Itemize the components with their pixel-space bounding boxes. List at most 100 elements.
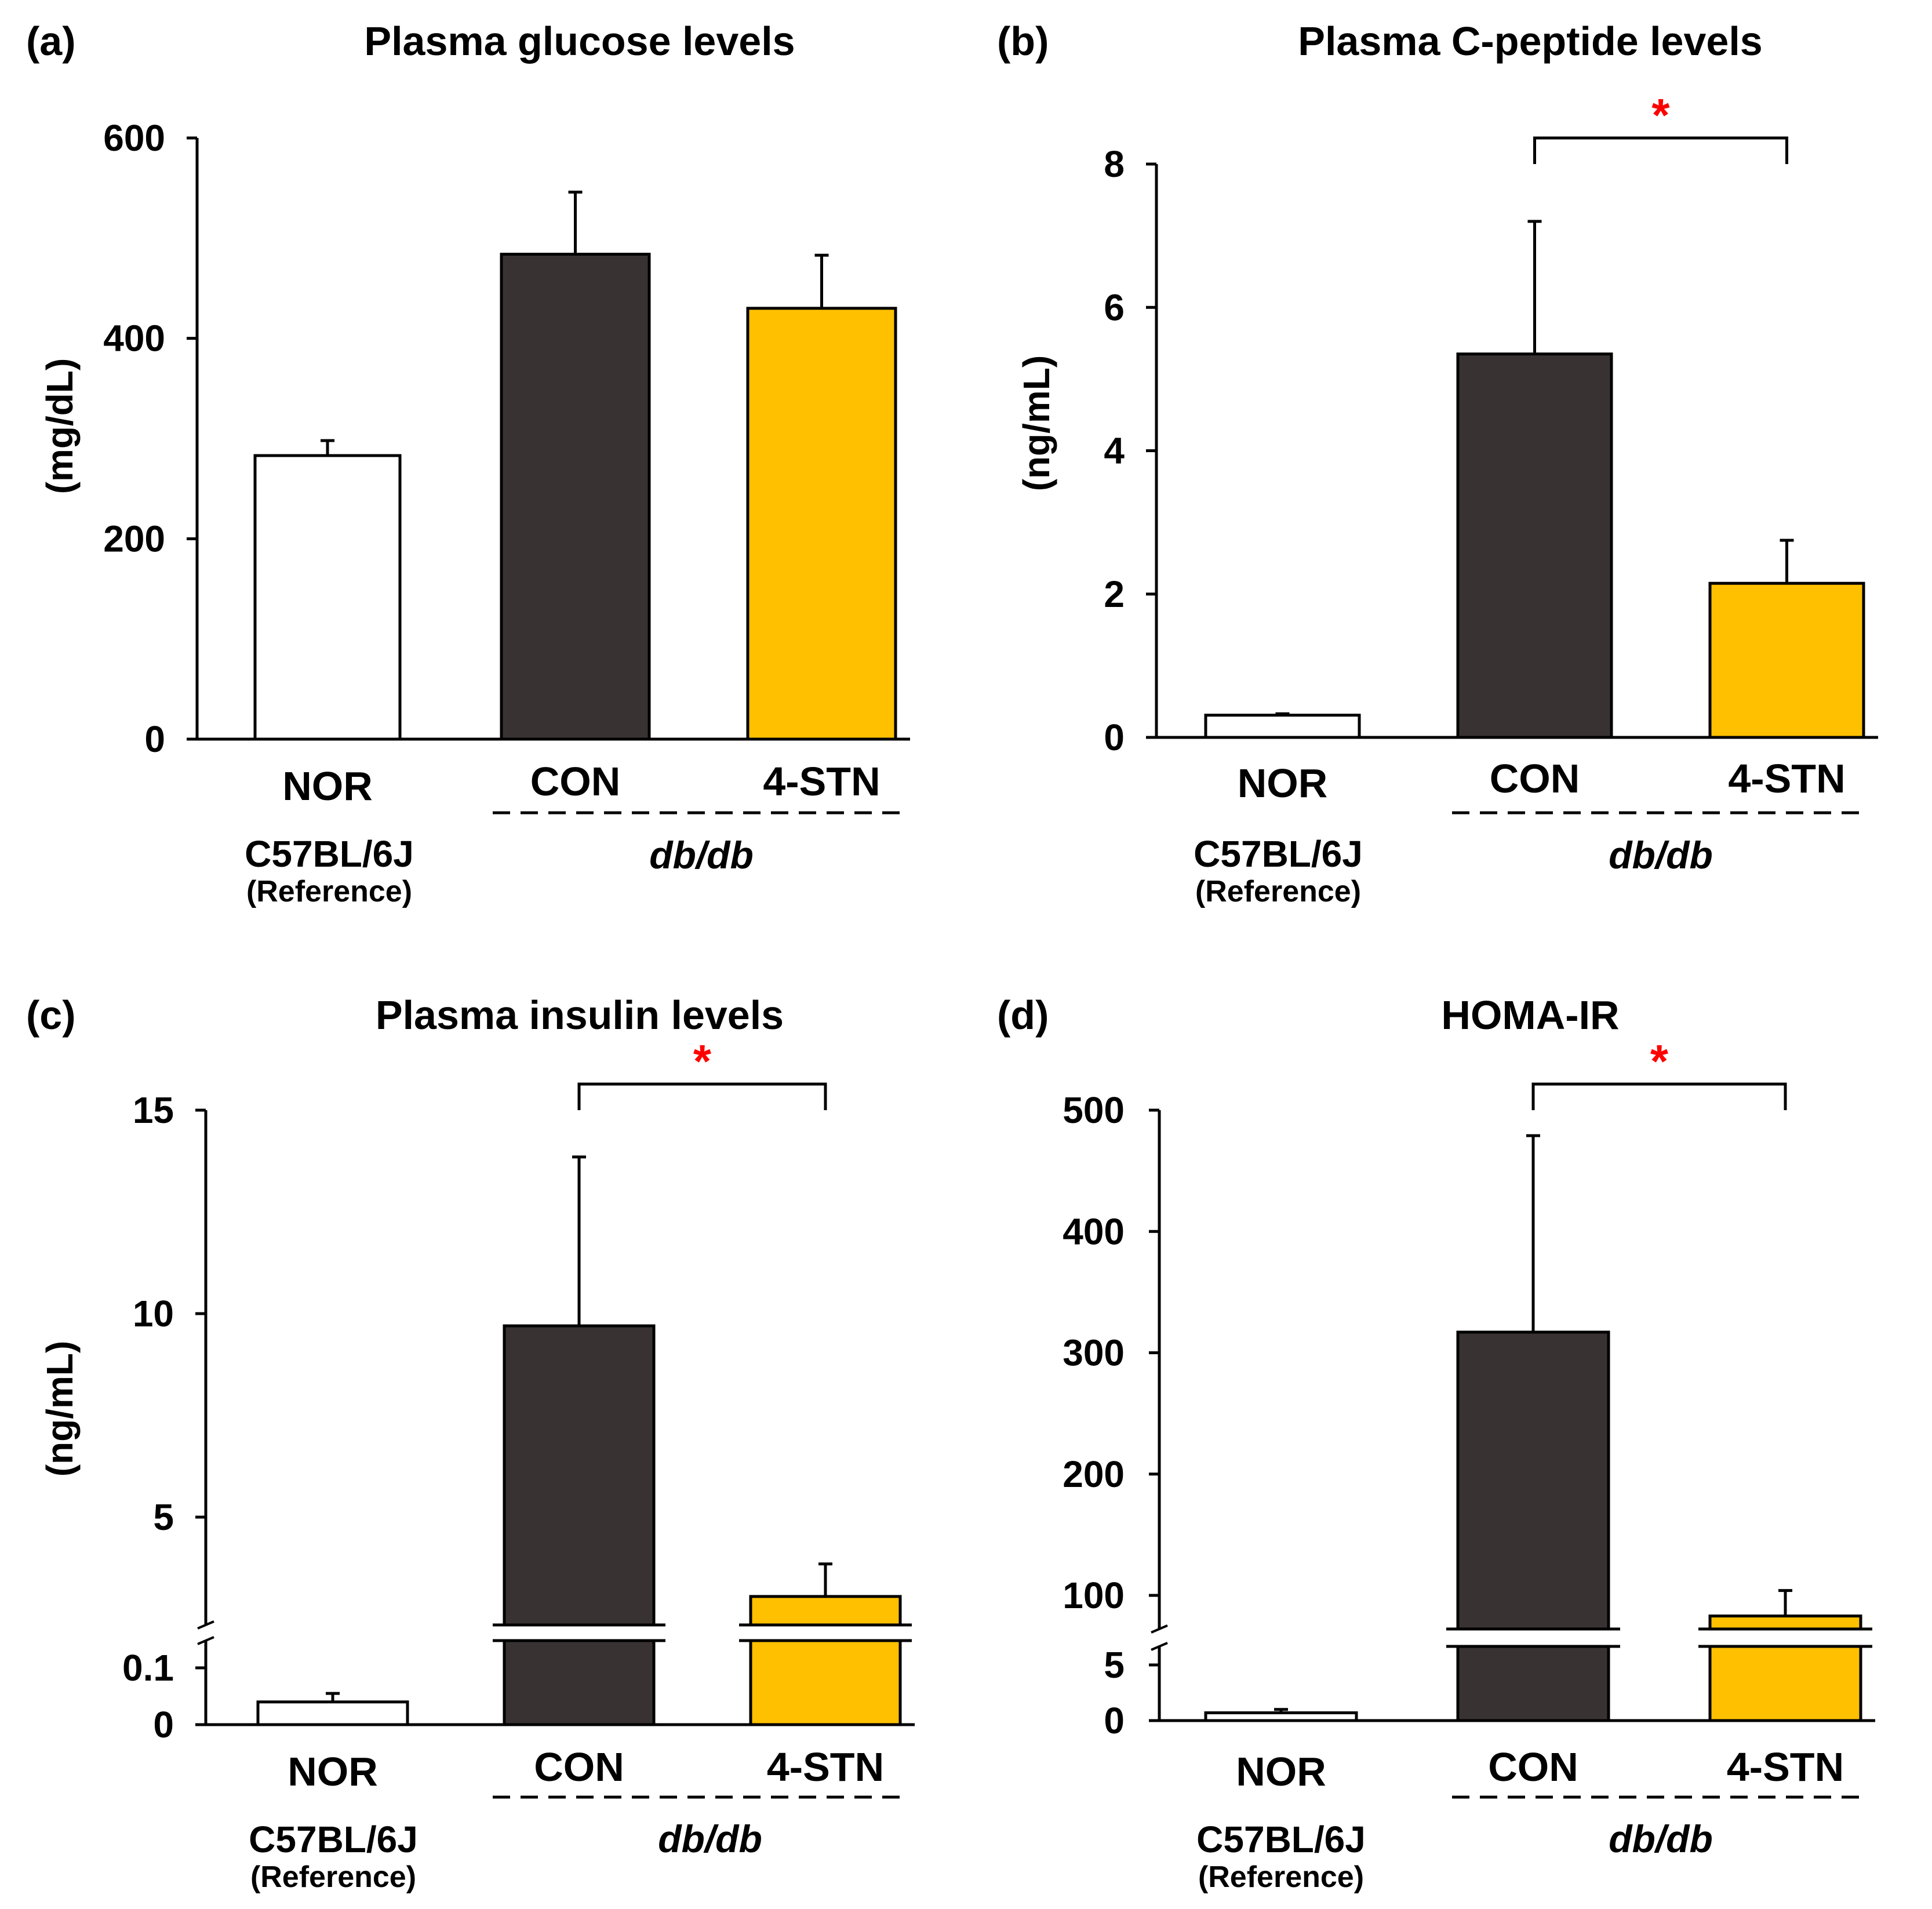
y-tick-label: 400 [1063,1210,1125,1252]
y-tick-label: 5 [153,1496,174,1538]
y-ticks: 0 0.1 5 10 15 [122,1089,206,1746]
significance-star: * [1650,1035,1669,1087]
y-ticks: 0 5 100 200 300 400 500 [1063,1089,1159,1741]
bar-nor [1204,714,1361,739]
bar-con [503,1324,656,1726]
group-label: db/db [658,1817,762,1860]
panel-c-peptide: (b) Plasma C-peptide levels (ng/mL) 0 2 4 6… [997,19,1878,908]
y-tick-label: 100 [1063,1575,1125,1616]
group-label: db/db [649,834,754,877]
category-label-4-stn: 4-STN [763,759,880,804]
strain-note: (Reference) [246,875,412,908]
axis-break-mark [197,1636,214,1645]
bar-4-stn [1708,581,1865,739]
category-labels: NOR CON 4-STN [282,759,880,809]
bar-con [1456,352,1613,739]
chart-title: HOMA-IR [1441,992,1619,1038]
y-tick-label: 2 [1104,573,1125,615]
panel-label: (b) [997,19,1049,64]
y-ticks: 0 2 4 6 8 [1104,143,1156,758]
category-label-con: CON [1488,1744,1578,1790]
y-tick-label: 5 [1104,1644,1125,1686]
bars [1204,220,1865,739]
panel-homa-ir: (d) HOMA-IR 0 5 100 200 300 400 500 * NOR CON 4-… [997,992,1875,1894]
y-axis-label: (ng/mL) [1016,355,1057,492]
significance-line [577,1082,827,1110]
category-labels: NOR CON 4-STN [1236,1744,1844,1794]
significance-line [1531,1082,1787,1110]
y-tick-label: 300 [1063,1332,1125,1374]
bar-con [1456,1330,1610,1722]
y-tick-label: 0 [1104,717,1125,758]
category-labels: NOR CON 4-STN [1238,756,1846,806]
significance-bracket: * [1531,1035,1787,1110]
strain-note: (Reference) [250,1860,416,1894]
significance-star: * [693,1035,712,1087]
y-axis-label: (mg/dL) [39,358,81,494]
y-tick-label: 500 [1063,1089,1125,1131]
category-label-con: CON [530,759,621,804]
y-tick-label: 200 [1063,1453,1125,1495]
y-tick-label: 200 [103,518,165,559]
significance-bracket: * [1533,89,1788,164]
panel-label: (d) [997,992,1049,1038]
y-tick-label: 0 [1104,1700,1125,1741]
bar-nor [253,454,402,741]
y-axis [1151,1110,1168,1722]
bar-break-gap [1446,1629,1620,1646]
bars [256,1155,912,1726]
category-label-4-stn: 4-STN [1728,756,1845,801]
group-label: db/db [1609,1817,1713,1860]
panel-label: (a) [26,19,76,64]
panel-glucose: (a) Plasma glucose levels (mg/dL) 0 200 40… [26,19,910,908]
strain-note: (Reference) [1198,1860,1364,1894]
y-tick-label: 6 [1104,286,1125,328]
category-label-nor: NOR [1236,1749,1326,1794]
bar-break-gap [1698,1629,1872,1646]
axis-break-mark [1151,1624,1168,1634]
bar-con [500,252,651,741]
category-label-4-stn: 4-STN [767,1744,884,1790]
category-label-nor: NOR [288,1749,378,1794]
axis-break-mark [197,1620,214,1630]
y-tick-label: 4 [1104,430,1125,472]
y-tick-label: 600 [103,117,165,159]
y-tick-label: 0 [153,1704,174,1746]
significance-line [1533,136,1788,164]
y-tick-label: 15 [133,1089,174,1131]
bars [1204,1134,1872,1722]
axis-break-mark [1151,1642,1168,1651]
strain-note: (Reference) [1195,875,1361,908]
category-label-con: CON [1490,756,1580,801]
chart-title: Plasma C-peptide levels [1298,19,1762,64]
y-tick-label: 8 [1104,143,1125,185]
category-label-nor: NOR [1238,761,1328,806]
bar-4-stn [746,307,897,741]
chart-title: Plasma insulin levels [376,992,784,1038]
chart-title: Plasma glucose levels [364,19,795,64]
bar-4-stn [749,1595,902,1726]
bar-nor [256,1700,409,1726]
strain-label: C57BL/6J [245,833,414,875]
category-label-4-stn: 4-STN [1727,1744,1844,1790]
category-label-nor: NOR [282,763,373,809]
y-tick-label: 0.1 [122,1647,174,1689]
strain-label: C57BL/6J [1196,1819,1366,1860]
bar-break-gap [739,1625,912,1641]
significance-bracket: * [577,1035,827,1110]
strain-label: C57BL/6J [249,1819,418,1860]
y-tick-label: 400 [103,318,165,359]
y-axis-label: (ng/mL) [39,1341,81,1477]
y-axis [197,1110,214,1726]
panel-label: (c) [26,992,76,1038]
y-tick-label: 0 [144,718,165,760]
category-label-con: CON [534,1744,624,1790]
bars [253,190,897,741]
y-ticks: 0 200 400 600 [103,117,197,760]
significance-star: * [1651,89,1670,141]
category-labels: NOR CON 4-STN [288,1744,884,1794]
group-label: db/db [1609,834,1713,877]
strain-label: C57BL/6J [1194,833,1363,875]
y-tick-label: 10 [133,1293,174,1335]
